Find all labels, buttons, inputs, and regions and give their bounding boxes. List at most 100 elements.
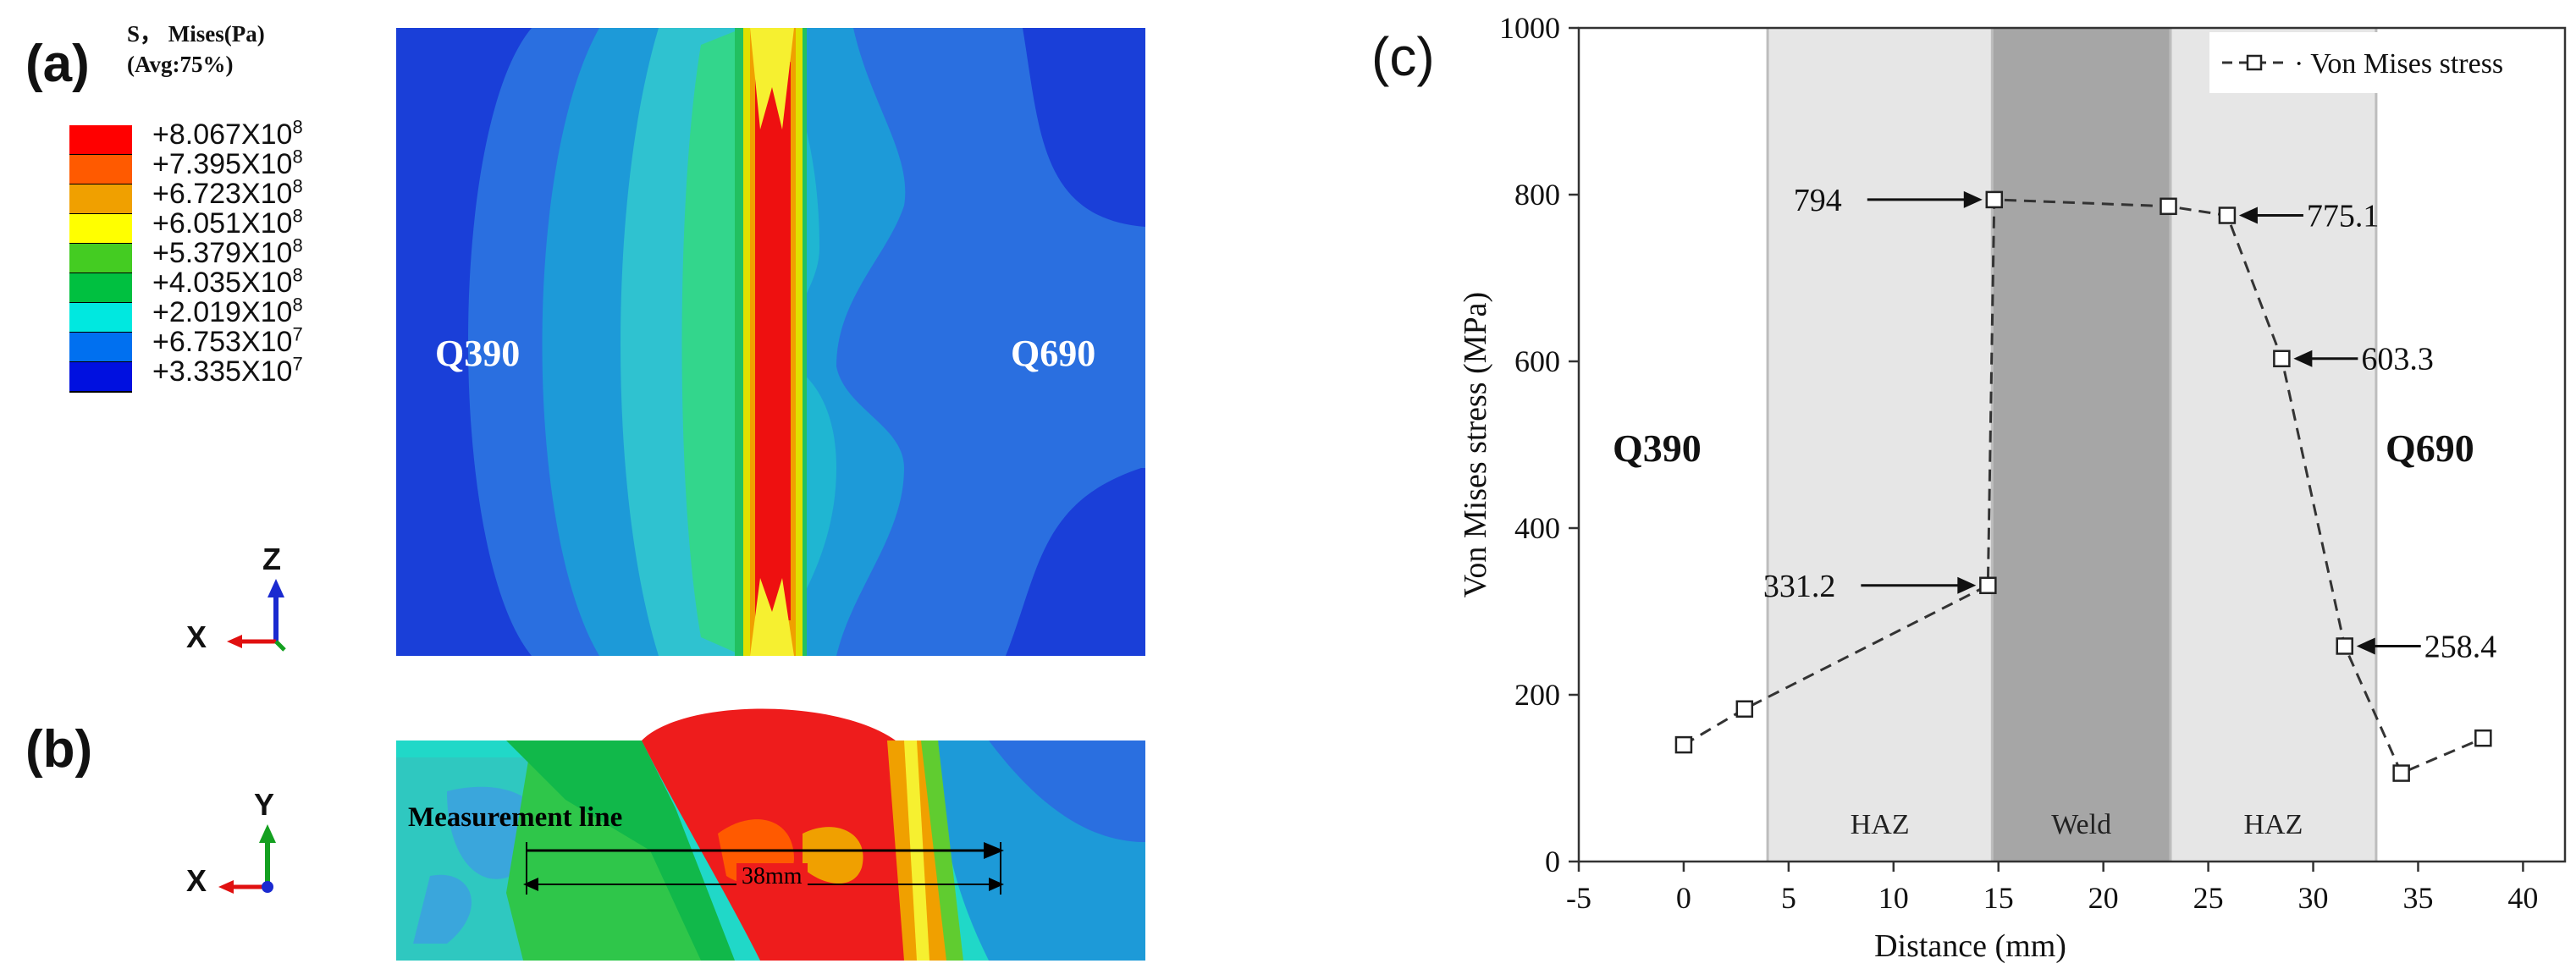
y-tick-label: 800 [1514,178,1560,212]
legend-value-exponent: 8 [292,205,303,227]
axis-x-label-b: X [186,863,207,898]
legend-swatch [69,273,132,304]
data-point [2160,197,2177,216]
annotation-arrowhead [2293,350,2313,367]
legend-value-base: +3.335X10 [152,355,293,388]
x-tick-label: 30 [2298,881,2329,915]
legend-value-base: +6.723X10 [152,178,293,210]
axis-triad-xz-arrows [227,579,286,652]
legend-value: +6.753X107 [152,325,303,358]
plot-frame [1577,26,2567,863]
data-point [1979,576,1997,595]
legend-swatch [69,244,132,274]
legend-value-exponent: 8 [292,116,303,138]
x-tick-label: 5 [1781,881,1796,915]
zone-label-left: Q390 [1613,427,1702,470]
axis-triad-xy-arrows [218,824,276,894]
contour-cross-section [396,707,1145,961]
legend-value-base: +7.395X10 [152,148,293,180]
annotation-label: 775.1 [2307,199,2380,234]
axis-triad-xy: Y X [178,787,305,906]
zone-label-right: Q690 [2386,427,2474,470]
series-line [1683,198,2484,775]
contour-top-view-svg [396,28,1145,656]
legend-value: +6.051X108 [152,205,303,239]
region-label: Weld [2051,809,2111,840]
legend-value-base: +5.379X10 [152,237,293,269]
y-tick-label: 1000 [1499,11,1560,45]
legend-value-exponent: 7 [292,353,303,375]
x-tick-label: 35 [2402,881,2433,915]
legend-swatch [69,184,132,215]
legend-swatch [69,125,132,156]
legend-swatch [69,333,132,363]
legend-value-exponent: 8 [292,234,303,256]
data-point [2392,764,2410,782]
legend-title-line1: S， Mises(Pa) [127,21,265,47]
legend-value-base: +8.067X10 [152,118,293,151]
x-tick-label: 40 [2507,881,2538,915]
legend-value-base: +6.051X10 [152,207,293,239]
panel-a-label: (a) [25,35,90,93]
legend-value: +4.035X108 [152,264,303,299]
x-tick-label: -5 [1566,881,1591,915]
annotation-arrowhead [1963,190,1983,208]
left-steel-label: Q390 [435,333,521,374]
contour-cross-section-svg [396,708,1145,961]
annotation-arrowhead [2356,637,2375,655]
panel-c-label: (c) [1371,25,1435,88]
region-label: HAZ [1851,809,1910,840]
y-tick-label: 600 [1514,344,1560,378]
legend-value: +2.019X108 [152,294,303,328]
region-band [1768,28,1993,862]
data-point [1735,700,1754,718]
legend-value-base: +4.035X10 [152,267,293,299]
data-point [1674,735,1693,754]
legend-value: +6.723X108 [152,175,303,210]
data-point [2273,350,2291,367]
annotation-arrowhead [2238,206,2258,224]
legend-value-exponent: 8 [292,294,303,316]
data-point [1985,190,2004,209]
legend-value-base: +6.753X10 [152,326,293,358]
panel-c-label-text: (c) [1371,26,1435,87]
chart-legend-box [2209,32,2561,93]
y-tick-label: 0 [1545,845,1560,878]
data-point [2474,729,2492,747]
panel-b-label: (b) [25,720,93,779]
axis-z-label: Z [262,542,281,576]
y-tick-label: 200 [1514,678,1560,712]
x-axis-label: Distance (mm) [1874,928,2066,964]
legend-title-line2: (Avg:75%) [127,52,234,77]
region-band [1992,28,2171,862]
legend-value-exponent: 8 [292,264,303,286]
contour-top-view [396,28,1145,656]
data-point [2218,206,2237,224]
legend-value-exponent: 7 [292,323,303,345]
stress-chart: HAZ Weld HAZ -5 0 5 10 15 20 25 30 35 4002004006008… [1458,11,2567,964]
region-label: HAZ [2244,809,2303,840]
annotation-arrowhead [1957,576,1977,594]
annotation-label: 258.4 [2424,629,2497,664]
legend-value-exponent: 8 [292,175,303,197]
annotation-label: 794 [1794,183,1842,218]
axis-x-label: X [186,619,207,654]
data-point [2336,637,2353,655]
x-tick-label: 20 [2088,881,2119,915]
x-tick-label: 25 [2193,881,2224,915]
stress-legend: +8.067X108 +7.395X108 +6.723X108 +6.051X108… [0,118,389,393]
region-band [2171,28,2376,862]
legend-value-base: +2.019X10 [152,296,293,328]
legend-value-exponent: 8 [292,146,303,168]
legend-swatch [69,155,132,185]
legend-swatch [69,303,132,333]
annotation-label: 603.3 [2361,342,2434,377]
legend-value: +7.395X108 [152,147,303,180]
legend-swatch [69,214,132,245]
y-tick-label: 400 [1514,511,1560,545]
chart-legend-label: · Von Mises stress [2294,48,2503,80]
x-tick-label: 10 [1878,881,1909,915]
right-steel-label: Q690 [1011,333,1096,374]
y-axis-label: Von Mises stress (MPa) [1458,292,1493,597]
chart-legend-marker [2246,54,2263,71]
